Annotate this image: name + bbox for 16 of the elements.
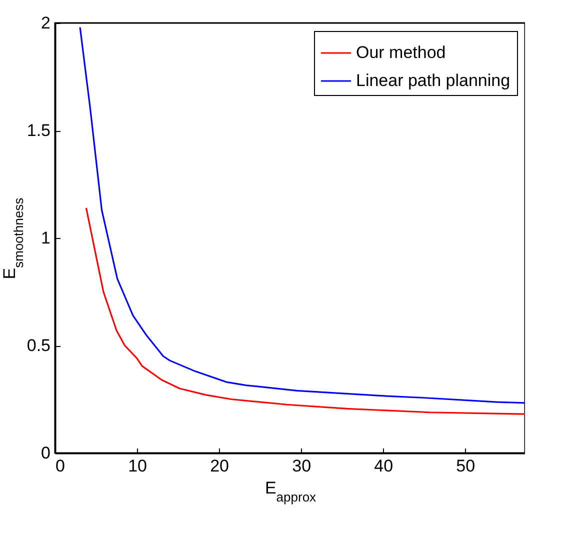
legend-label: Linear path planning: [356, 71, 510, 90]
x-tick-label: 20: [210, 456, 230, 476]
y-tick-label: 2: [41, 14, 50, 32]
x-tick-label: 10: [128, 456, 147, 476]
x-axis-title: E$_{approx}$: [264, 478, 317, 504]
x-tick-label: 30: [292, 456, 312, 476]
x-tick-label: 0: [56, 456, 65, 476]
x-tick-label: 50: [456, 456, 476, 476]
line-series: [85, 207, 525, 415]
line-series: [79, 26, 525, 404]
y-tick-label: 0.5: [26, 336, 50, 355]
x-tick-label: 40: [374, 456, 394, 476]
legend-label: Our method: [356, 43, 446, 62]
y-tick-label: 1: [41, 228, 50, 248]
y-tick-label: 0: [41, 444, 50, 462]
y-tick-label: 1.5: [26, 121, 50, 140]
